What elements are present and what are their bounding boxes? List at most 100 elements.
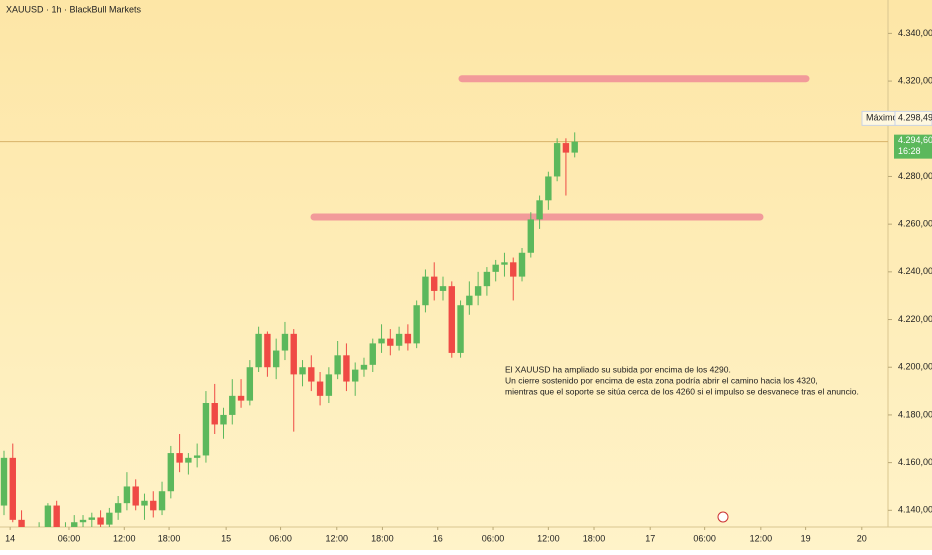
- candle-body: [536, 200, 543, 220]
- candle-body: [413, 305, 420, 344]
- y-tick-label: 4.180,00: [898, 409, 932, 419]
- candle-body: [510, 262, 517, 277]
- candle-body: [53, 505, 60, 527]
- x-tick-label: 16: [433, 533, 443, 543]
- high-marker-label: 4.298,49: [898, 113, 932, 123]
- x-tick-label: 06:00: [693, 533, 716, 543]
- candle-body: [334, 355, 341, 375]
- candle-body: [352, 369, 359, 382]
- candle-body: [211, 403, 218, 425]
- x-tick-label: 18:00: [158, 533, 181, 543]
- candle-body: [299, 367, 306, 375]
- candle-body: [457, 305, 464, 353]
- candle-body: [132, 486, 139, 506]
- candle-body: [422, 276, 429, 306]
- candle-body: [439, 286, 447, 291]
- candle-body: [255, 333, 262, 368]
- candle-body: [44, 505, 52, 527]
- x-tick-label: 12:00: [113, 533, 136, 543]
- annotation: Un cierre sostenido por encima de esta z…: [505, 375, 818, 385]
- candle-body: [431, 276, 438, 291]
- candle-body: [158, 491, 166, 511]
- candle-body: [106, 512, 113, 525]
- candle-body: [404, 333, 412, 344]
- candle-body: [220, 414, 227, 425]
- candle-body: [185, 457, 192, 463]
- candle-body: [474, 286, 482, 296]
- candle-body: [483, 271, 491, 287]
- y-tick-label: 4.140,00: [898, 505, 932, 515]
- x-tick-label: 06:00: [482, 533, 505, 543]
- y-tick-label: 4.340,00: [898, 28, 932, 38]
- candle-body: [237, 395, 245, 401]
- candle-body: [272, 350, 280, 368]
- x-tick-label: 06:00: [269, 533, 292, 543]
- candle-body: [387, 338, 394, 346]
- candle-body: [545, 176, 552, 201]
- annotation: El XAUUSD ha ampliado su subida por enci…: [505, 364, 731, 374]
- candle-body: [492, 264, 499, 272]
- y-tick-label: 4.160,00: [898, 457, 932, 467]
- candle-body: [571, 141, 578, 153]
- candle-body: [378, 338, 385, 344]
- candle-body: [553, 143, 561, 177]
- countdown-label: 16:28: [898, 146, 921, 156]
- x-tick-label: 14: [5, 533, 15, 543]
- candle-body: [562, 143, 570, 153]
- candle-body: [167, 453, 175, 492]
- candle-body: [88, 517, 95, 520]
- candle-body: [343, 355, 350, 382]
- x-tick-label: 06:00: [58, 533, 81, 543]
- candle-body: [79, 519, 87, 523]
- candle-body: [360, 364, 368, 370]
- candle-body: [9, 457, 16, 520]
- candle-body: [308, 367, 315, 382]
- candle-body: [290, 333, 297, 375]
- candle-body: [518, 252, 526, 277]
- y-tick-label: 4.240,00: [898, 266, 932, 276]
- candle-body: [18, 519, 25, 527]
- candle-body: [264, 333, 271, 368]
- high-marker-box: [894, 110, 932, 126]
- candle-body: [448, 286, 455, 353]
- x-tick-label: 12:00: [537, 533, 560, 543]
- candle-body: [501, 262, 508, 265]
- high-name: Máximo: [866, 113, 898, 123]
- y-tick-label: 4.200,00: [898, 362, 932, 372]
- x-tick-label: 12:00: [325, 533, 348, 543]
- candle-body: [123, 486, 131, 504]
- event-icon[interactable]: [717, 511, 729, 523]
- x-tick-label: 12:00: [750, 533, 773, 543]
- candle-body: [281, 333, 289, 351]
- candle-body: [141, 500, 148, 506]
- y-tick-label: 4.260,00: [898, 219, 932, 229]
- candle-body: [246, 367, 254, 401]
- x-tick-label: 15: [221, 533, 231, 543]
- x-tick-label: 18:00: [583, 533, 606, 543]
- chart-title: XAUUSD · 1h · BlackBull Markets: [6, 4, 142, 14]
- x-tick-label: 17: [645, 533, 655, 543]
- candle-body: [527, 219, 534, 253]
- candle-body: [114, 503, 122, 513]
- last-price-box: [894, 134, 932, 159]
- candle-body: [193, 455, 201, 458]
- y-tick-label: 4.280,00: [898, 171, 932, 181]
- candle-body: [369, 343, 376, 365]
- annotation: mientras que el soporte se sitúa cerca d…: [505, 386, 859, 396]
- x-tick-label: 18:00: [371, 533, 394, 543]
- y-tick-label: 4.220,00: [898, 314, 932, 324]
- candle-body: [0, 457, 8, 506]
- x-tick-label: 19: [801, 533, 811, 543]
- candle-body: [202, 403, 210, 456]
- candle-body: [97, 517, 104, 525]
- last-price-label: 4.294,60: [898, 135, 932, 145]
- candle-body: [150, 500, 157, 511]
- candle-body: [325, 374, 333, 396]
- x-tick-label: 20: [857, 533, 867, 543]
- candle-body: [466, 295, 473, 306]
- candle-body: [176, 453, 183, 463]
- plot-area: [0, 75, 888, 527]
- y-tick-label: 4.320,00: [898, 75, 932, 85]
- candle-body: [316, 381, 324, 396]
